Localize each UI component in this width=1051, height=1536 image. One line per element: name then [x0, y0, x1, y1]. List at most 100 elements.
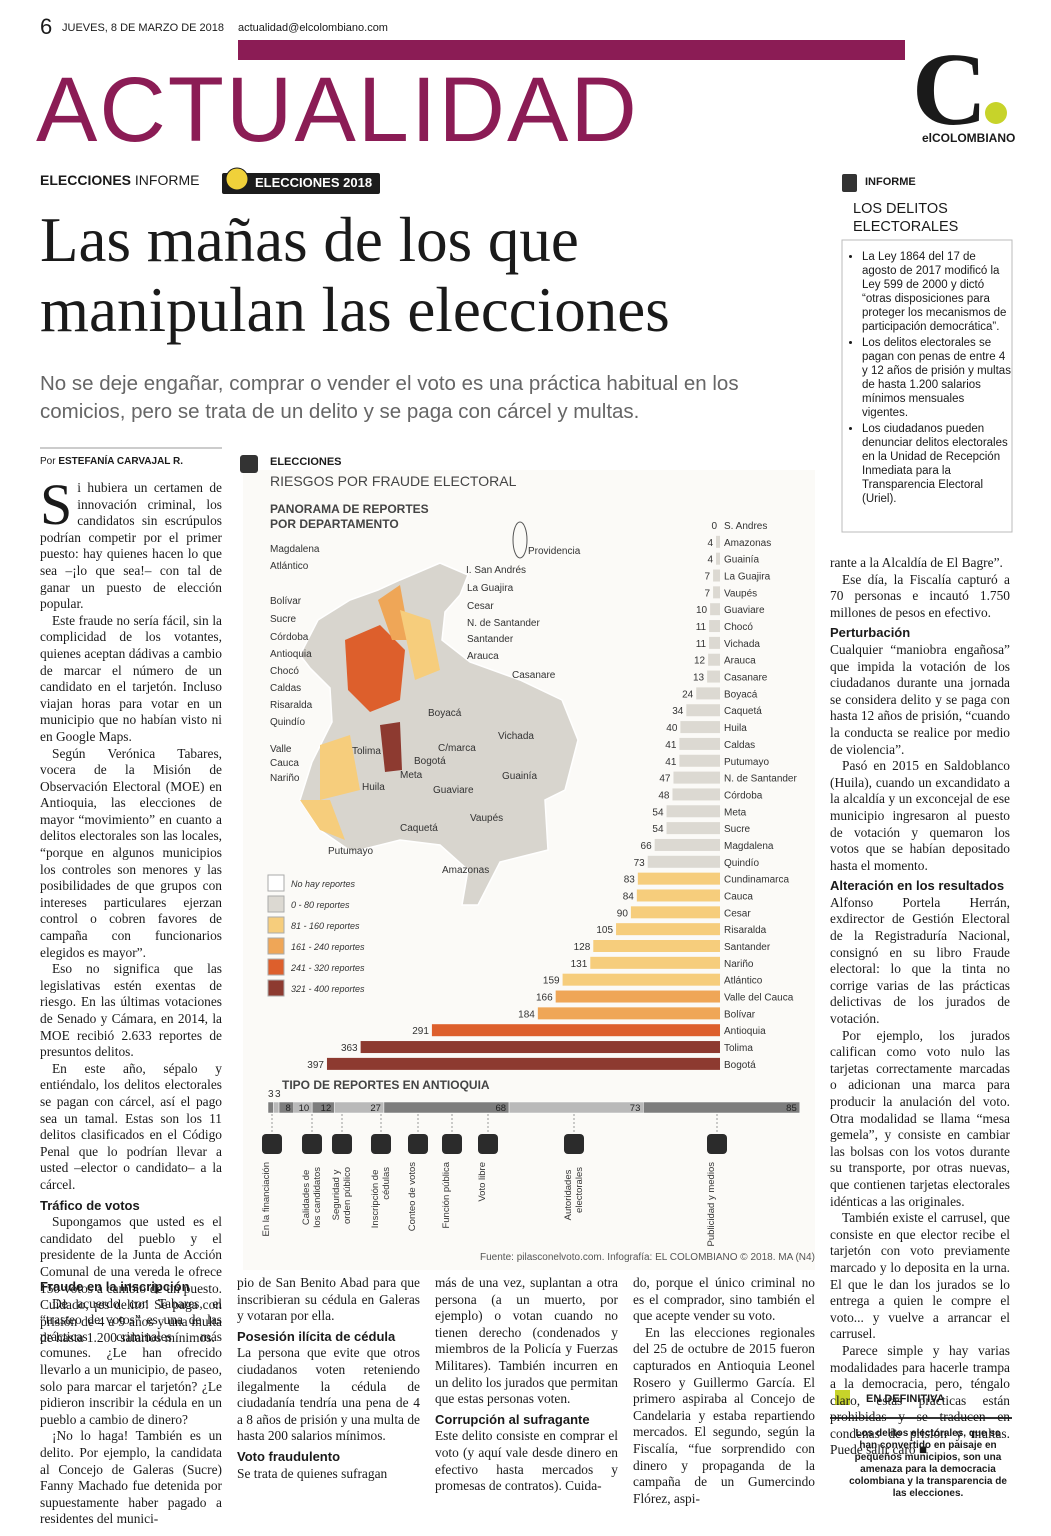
paragraph: Si hubiera un certamen de innovación cri… — [40, 472, 222, 612]
info-kicker: ELECCIONES — [270, 456, 342, 468]
summary-text: Los delitos electorales, que se han conv… — [849, 1428, 1007, 1499]
bar — [713, 586, 720, 599]
category-label: Cesar — [724, 908, 751, 919]
legend-swatch — [267, 937, 285, 955]
bar — [593, 940, 720, 952]
map-label: Vaupés — [470, 813, 503, 824]
deck: No se deje engañar, comprar o vender el … — [40, 372, 739, 423]
map-label: Quindío — [270, 717, 305, 728]
bar — [654, 838, 720, 851]
bar — [630, 906, 720, 919]
bar — [679, 737, 720, 750]
badge-icon — [225, 167, 249, 191]
kicker-section: ELECCIONES — [40, 172, 132, 188]
subheading: Perturbación — [830, 625, 911, 641]
category-label: Calidades de los candidatos — [301, 1167, 323, 1228]
icon — [408, 1134, 428, 1154]
paragraph: Este fraude no sería fácil, sin la compl… — [40, 612, 222, 744]
paragraph: Por ejemplo, los jurados califican como … — [830, 1027, 1010, 1209]
subheading: Fraude en la inscripción — [40, 1279, 190, 1294]
category-label: Antioquia — [724, 1026, 766, 1037]
paragraph: En las elecciones regionales del 25 de o… — [633, 1324, 815, 1506]
bar — [673, 771, 720, 784]
category-label: Publicidad y medios — [706, 1162, 717, 1247]
paragraph: En este año, sépalo y entiéndalo, los de… — [40, 1060, 222, 1192]
category-label: En la financiación — [261, 1162, 272, 1236]
icon — [262, 1134, 282, 1154]
value-label: 4 — [707, 555, 713, 566]
value-label: 48 — [658, 790, 670, 801]
icon — [302, 1134, 322, 1154]
map-label: Meta — [400, 770, 423, 781]
category-label: Santander — [724, 942, 771, 953]
side-bullet: Los delitos electorales se pagan con pen… — [862, 336, 1012, 420]
icon — [442, 1134, 462, 1154]
text-column: rante a la Alcaldía de El Bagre”. Ese día… — [830, 555, 1010, 1459]
bar — [707, 670, 720, 683]
map-label: Nariño — [270, 773, 300, 784]
map-label: Antioquia — [270, 649, 312, 660]
category-label: Meta — [724, 807, 747, 818]
logo-letter: C — [912, 32, 988, 147]
paragraph: De acuerdo con Tabares, el “trasteo de v… — [40, 1295, 222, 1427]
byline-name: ESTEFANÍA CARVAJAL R. — [58, 456, 183, 467]
paragraph: más de una vez, suplantan a otra persona… — [435, 1275, 618, 1407]
category-label: Seguridad y orden público — [331, 1167, 353, 1224]
bar — [637, 872, 720, 885]
segment — [643, 1101, 801, 1114]
value-label: 68 — [495, 1103, 506, 1114]
bar — [647, 855, 720, 868]
map-label: Huila — [362, 782, 385, 793]
value-label: 105 — [596, 925, 613, 936]
paragraph: Parece simple y hay varias modalidades p… — [830, 1342, 1010, 1458]
legend-swatch — [267, 979, 285, 997]
bar — [431, 1024, 720, 1037]
bar — [537, 1007, 720, 1020]
page-number: 6 — [40, 14, 53, 39]
map-label: Amazonas — [442, 865, 489, 876]
segment — [383, 1101, 510, 1114]
map-label: Guainía — [502, 771, 537, 782]
bar — [716, 552, 720, 565]
category-label: Conteo de votos — [407, 1162, 418, 1231]
kicker: ELECCIONES INFORME — [40, 172, 199, 188]
paragraph: Este delito consiste en comprar el voto … — [435, 1428, 618, 1494]
bar — [686, 704, 720, 717]
paragraph: Cualquier “maniobra engañosa” que impida… — [830, 641, 1010, 757]
bar — [590, 956, 720, 969]
badge-text: ELECCIONES 2018 — [255, 175, 373, 190]
legend-swatch — [267, 958, 285, 976]
section-title: ACTUALIDAD — [36, 59, 639, 161]
date: JUEVES, 8 DE MARZO DE 2018 — [62, 22, 224, 34]
category-label: Bolívar — [724, 1009, 756, 1020]
value-label: 54 — [652, 807, 664, 818]
bar — [360, 1041, 720, 1054]
bar — [708, 653, 720, 666]
map-label: Chocó — [270, 666, 299, 677]
icon — [332, 1134, 352, 1154]
map-region — [380, 722, 402, 772]
value-label: 85 — [786, 1103, 797, 1114]
value-label: 397 — [307, 1060, 324, 1071]
category-label: Córdoba — [724, 790, 763, 801]
value-label: 13 — [693, 673, 705, 684]
bar — [666, 805, 720, 818]
value-label: 10 — [299, 1103, 310, 1114]
category-label: Caldas — [724, 740, 755, 751]
value-label: 159 — [543, 976, 560, 987]
category-label: Cauca — [724, 891, 753, 902]
category-label: Vaupés — [724, 588, 757, 599]
bar — [710, 603, 720, 616]
bar — [696, 687, 720, 700]
subheading: Tráfico de votos — [40, 1197, 140, 1213]
icon — [371, 1134, 391, 1154]
map-label: N. de Santander — [467, 618, 540, 629]
value-label: 8 — [285, 1103, 290, 1114]
map-label: Arauca — [467, 651, 499, 662]
map-label: Casanare — [512, 670, 556, 681]
category-label: S. Andres — [724, 521, 767, 532]
logo-dot — [985, 102, 1007, 124]
category-label: Arauca — [724, 656, 756, 667]
byline: Por ESTEFANÍA CARVAJAL R. — [40, 456, 183, 467]
category-label: Vichada — [724, 639, 760, 650]
